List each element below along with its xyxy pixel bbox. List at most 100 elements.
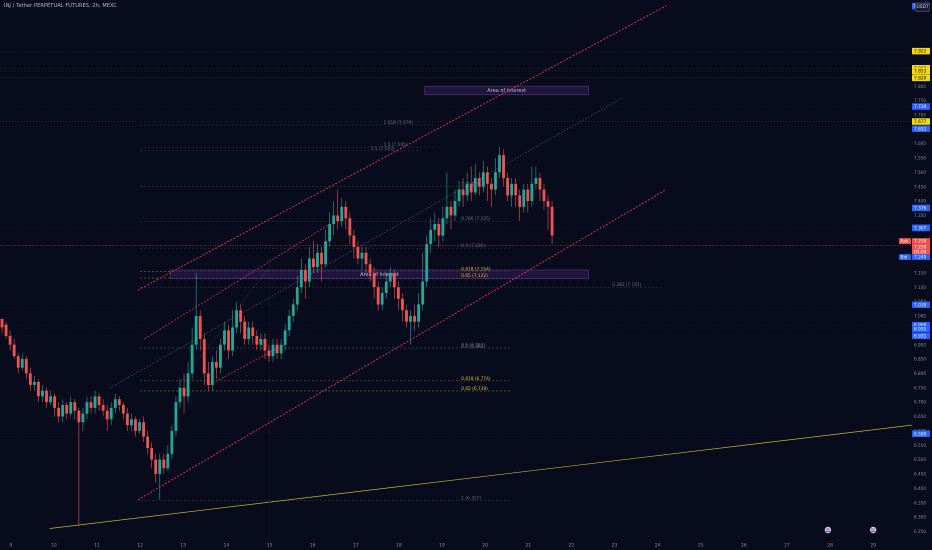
- candle-body: [53, 396, 57, 408]
- candle-body: [255, 336, 259, 345]
- candle-body: [502, 155, 505, 179]
- candle-body: [380, 292, 384, 305]
- candle-body: [510, 183, 514, 196]
- time-axis-label: 9: [9, 543, 12, 549]
- candle-body: [376, 287, 380, 305]
- candle-body: [417, 304, 421, 322]
- candle-body: [194, 315, 198, 345]
- candle-body: [138, 422, 141, 431]
- candle-body: [522, 189, 526, 207]
- price-axis-label: 7.500: [914, 170, 926, 175]
- candle-body: [166, 453, 170, 469]
- candle-body: [279, 344, 283, 354]
- candle-body: [0, 318, 4, 328]
- symbol-title[interactable]: INJ / Tether PERPETUAL FUTURES, 2h, MEXC: [4, 3, 117, 9]
- candle-body: [134, 419, 137, 431]
- candle-body: [481, 172, 485, 187]
- price-axis-label: 7.800: [914, 84, 926, 89]
- price-axis-label: 6.850: [914, 357, 926, 362]
- bid-tag: [899, 254, 911, 260]
- candle-body: [130, 419, 133, 426]
- ask-price-tag: [912, 238, 930, 244]
- candle-body: [421, 281, 425, 305]
- price-axis-label: 6.500: [914, 457, 926, 462]
- candle-body: [328, 224, 332, 242]
- bid-label: Bid: [901, 254, 908, 260]
- candle-body: [89, 402, 93, 408]
- fib-level-label: 0.5 (6.893): [461, 343, 485, 349]
- candle-body: [356, 247, 360, 259]
- time-axis-label: 15: [267, 543, 273, 549]
- price-tag-label: 6.590: [914, 431, 927, 437]
- price-axis-panel: [912, 0, 932, 550]
- price-tag: [912, 332, 930, 340]
- price-axis-label: 6.400: [914, 486, 926, 491]
- candle-body: [202, 338, 206, 374]
- price-axis-label: 6.700: [914, 400, 926, 405]
- candle-body: [514, 183, 518, 196]
- time-axis-label: 27: [784, 543, 790, 549]
- price-axis-label: 7.100: [914, 285, 926, 290]
- candle-body: [449, 206, 453, 216]
- fib-level-label: 1 (6.357): [461, 496, 481, 502]
- candle-body: [174, 402, 178, 431]
- candle-body: [392, 272, 396, 288]
- price-axis-label: 6.800: [914, 371, 926, 376]
- candle-body: [453, 201, 457, 216]
- candle-body: [344, 206, 348, 219]
- currency-button[interactable]: USDT: [915, 3, 930, 12]
- candle-body: [388, 272, 392, 282]
- price-tag: [912, 224, 930, 232]
- fib-level-label: 0.786 (7.335): [461, 216, 491, 222]
- candle-body: [457, 189, 461, 202]
- fib-level-label: 0.65 (6.739): [461, 386, 488, 392]
- candle-body: [247, 327, 251, 339]
- price-axis-label: 7.000: [914, 314, 926, 319]
- candle-body: [8, 336, 12, 345]
- bar-countdown-label: 05:09: [914, 249, 927, 255]
- candle-body: [384, 281, 388, 293]
- candle-body: [77, 410, 81, 423]
- candle-body: [154, 459, 158, 474]
- candle-body: [105, 410, 109, 420]
- candle-body: [368, 264, 372, 273]
- candle-body: [235, 310, 239, 328]
- price-tag: [912, 301, 930, 309]
- candle-body: [117, 399, 121, 405]
- price-tag: [912, 118, 930, 125]
- candle-body: [441, 218, 445, 236]
- candle-body: [37, 382, 40, 397]
- time-axis-label: 20: [482, 543, 488, 549]
- candle-body: [409, 315, 412, 322]
- price-axis-label: 6.300: [914, 515, 926, 520]
- candle-body: [49, 396, 52, 403]
- price-axis-label: 6.650: [914, 414, 926, 419]
- candle-body: [477, 178, 481, 187]
- fib-level-label: 1 (7.449): [461, 182, 481, 188]
- bid-price-tag: [912, 254, 930, 260]
- candle-body: [190, 344, 194, 374]
- candle-body: [219, 344, 222, 368]
- candle-body: [182, 387, 186, 397]
- time-axis-panel: [0, 540, 932, 550]
- candle-body: [461, 189, 465, 196]
- price-tag-label: 7.853: [914, 69, 927, 75]
- bid-price-label: 7.249: [914, 254, 927, 260]
- price-tag: [912, 125, 930, 132]
- candle-body: [251, 327, 255, 337]
- candle-body: [542, 189, 546, 202]
- price-axis-label: 7.750: [914, 98, 926, 103]
- candle-body: [303, 270, 307, 282]
- price-axis-label: 7.450: [914, 184, 926, 189]
- time-axis-label: 22: [568, 543, 574, 549]
- candle-body: [109, 407, 113, 420]
- candle-body: [113, 399, 117, 408]
- candle-body: [538, 178, 542, 190]
- price-tag-label: 7.677: [914, 119, 927, 125]
- price-axis-label: 6.750: [914, 385, 926, 390]
- time-axis-label: 21: [525, 543, 531, 549]
- candle-body: [283, 330, 287, 345]
- candle-body: [295, 287, 299, 305]
